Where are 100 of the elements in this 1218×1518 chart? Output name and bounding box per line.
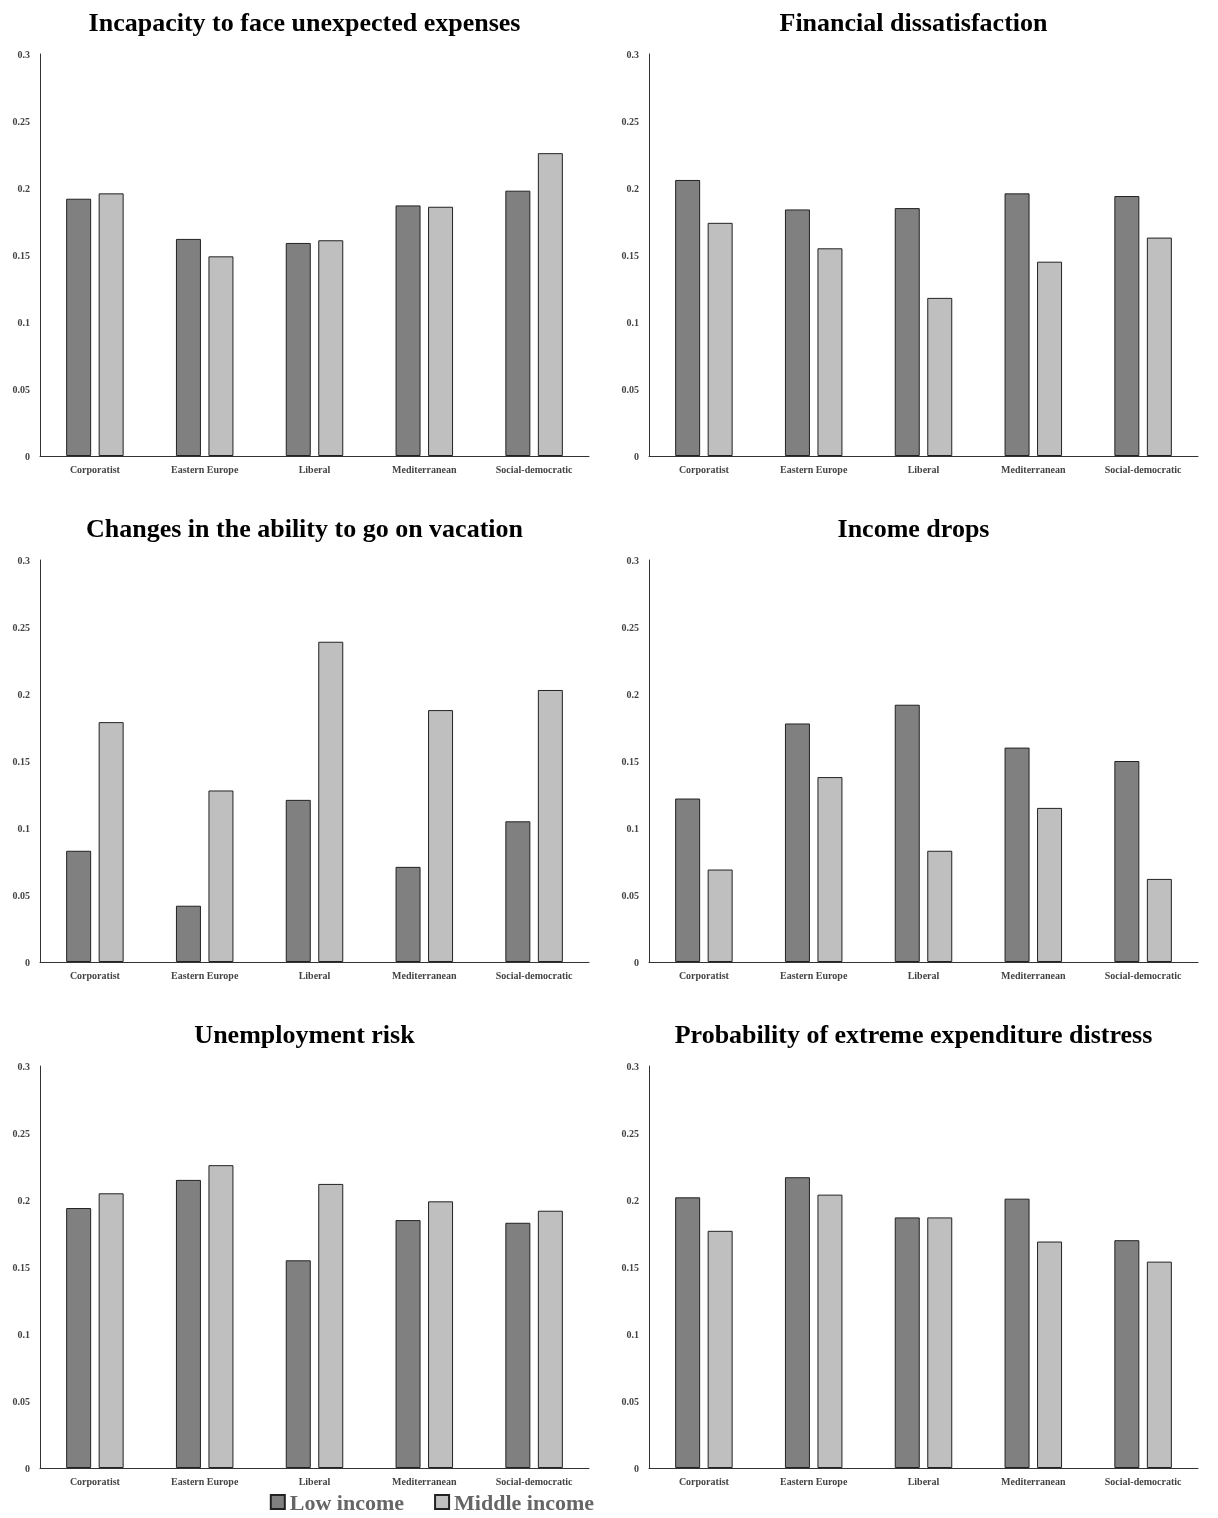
bar	[1146, 237, 1172, 456]
x-tick-label: Social-democratic	[1104, 1475, 1182, 1487]
y-tick-label: 0.1	[17, 1328, 30, 1340]
x-tick-label: Corporatist	[69, 463, 121, 475]
y-tick-label: 0.05	[621, 383, 639, 395]
bar	[894, 1217, 920, 1468]
bar	[817, 777, 843, 962]
x-tick-label: Eastern Europe	[780, 1475, 848, 1487]
bar	[675, 798, 701, 962]
bar	[208, 256, 234, 456]
bar	[285, 242, 311, 456]
legend-label: Low income	[289, 1489, 405, 1515]
bar	[784, 209, 810, 456]
bar	[66, 1208, 92, 1468]
y-tick-label: 0.1	[17, 822, 30, 834]
bar	[1004, 1198, 1030, 1468]
x-tick-label: Mediterranean	[1001, 969, 1066, 981]
y-tick-label: 0.25	[621, 1127, 639, 1139]
x-tick-label: Eastern Europe	[780, 463, 848, 475]
x-tick-label: Corporatist	[69, 1475, 121, 1487]
bar	[1114, 1240, 1140, 1468]
bar	[927, 1217, 953, 1468]
x-tick-label: Mediterranean	[392, 969, 457, 981]
y-tick-label: 0.2	[626, 1194, 639, 1206]
x-tick-label: Mediterranean	[1001, 1475, 1066, 1487]
bar	[208, 790, 234, 962]
y-tick-label: 0.3	[626, 554, 639, 566]
bar	[395, 1220, 421, 1468]
y-tick-label: 0.25	[12, 621, 30, 633]
bar	[318, 240, 344, 456]
y-tick-label: 0.2	[17, 1194, 30, 1206]
legend-label: Middle income	[454, 1489, 595, 1515]
x-tick-label: Social-democratic	[495, 1475, 573, 1487]
bar	[817, 1194, 843, 1468]
y-tick-label: 0.1	[626, 316, 639, 328]
bar	[175, 905, 201, 962]
chart-title: Financial dissatisfaction	[779, 7, 1049, 37]
bar	[395, 205, 421, 456]
bar	[208, 1165, 234, 1468]
bar	[707, 1230, 733, 1468]
y-tick-label: 0.15	[621, 755, 639, 767]
y-tick-label: 0	[25, 956, 30, 968]
y-tick-label: 0.1	[626, 822, 639, 834]
bar	[285, 1260, 311, 1468]
bar	[707, 869, 733, 962]
bar	[1004, 193, 1030, 456]
x-tick-label: Social-democratic	[495, 463, 573, 475]
x-tick-label: Social-democratic	[1104, 969, 1182, 981]
x-tick-label: Mediterranean	[392, 463, 457, 475]
bar	[1037, 1241, 1063, 1468]
bar	[318, 641, 344, 962]
y-tick-label: 0.15	[621, 1261, 639, 1273]
y-tick-label: 0.05	[621, 889, 639, 901]
bar	[428, 1201, 454, 1468]
y-tick-label: 0.05	[12, 889, 30, 901]
x-tick-label: Eastern Europe	[780, 969, 848, 981]
x-tick-label: Corporatist	[678, 463, 730, 475]
bar	[784, 1177, 810, 1468]
bar	[285, 799, 311, 962]
bar	[675, 179, 701, 456]
x-tick-label: Liberal	[298, 969, 331, 981]
bar	[1114, 761, 1140, 962]
x-tick-label: Liberal	[298, 1475, 331, 1487]
bar	[98, 193, 124, 456]
bar	[395, 866, 421, 962]
y-tick-label: 0	[25, 1462, 30, 1474]
x-tick-label: Liberal	[298, 463, 331, 475]
y-tick-label: 0.25	[621, 115, 639, 127]
y-tick-label: 0.05	[12, 1395, 30, 1407]
y-tick-label: 0.2	[17, 182, 30, 194]
x-tick-label: Social-democratic	[495, 969, 573, 981]
bar	[537, 689, 563, 962]
y-tick-label: 0.3	[626, 48, 639, 60]
bar	[707, 222, 733, 456]
bar	[175, 1179, 201, 1468]
bar	[428, 206, 454, 456]
y-tick-label: 0	[25, 450, 30, 462]
y-tick-label: 0.25	[621, 621, 639, 633]
y-tick-label: 0.2	[626, 182, 639, 194]
x-tick-label: Liberal	[907, 1475, 940, 1487]
y-tick-label: 0.3	[626, 1060, 639, 1072]
x-tick-label: Corporatist	[678, 1475, 730, 1487]
x-tick-label: Corporatist	[69, 969, 121, 981]
y-tick-label: 0.1	[17, 316, 30, 328]
bar	[894, 704, 920, 962]
bar	[537, 1210, 563, 1468]
bar	[98, 722, 124, 962]
y-tick-label: 0.3	[17, 1060, 30, 1072]
y-tick-label: 0.1	[626, 1328, 639, 1340]
y-tick-label: 0.3	[17, 48, 30, 60]
bar	[1037, 807, 1063, 962]
y-tick-label: 0.15	[621, 249, 639, 261]
bar	[1037, 261, 1063, 456]
bar	[675, 1197, 701, 1468]
y-tick-label: 0	[634, 450, 639, 462]
x-tick-label: Mediterranean	[392, 1475, 457, 1487]
y-tick-label: 0.15	[12, 1261, 30, 1273]
bar	[175, 238, 201, 456]
x-tick-label: Liberal	[907, 969, 940, 981]
y-tick-label: 0.3	[17, 554, 30, 566]
